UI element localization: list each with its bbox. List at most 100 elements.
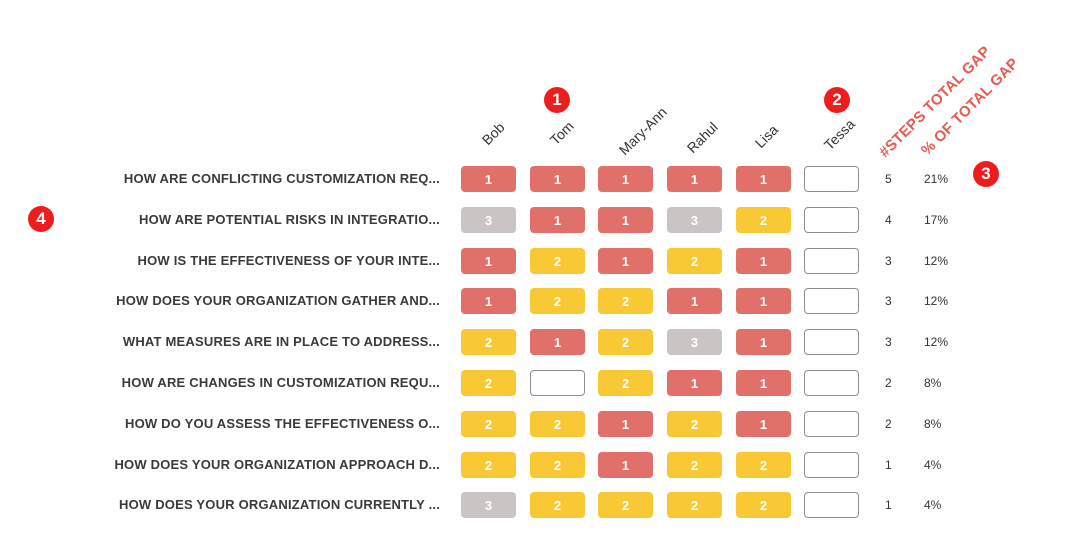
- rating-cell-tom[interactable]: 1: [530, 329, 585, 355]
- rating-cell-bob[interactable]: 2: [461, 452, 516, 478]
- question-label[interactable]: HOW DOES YOUR ORGANIZATION APPROACH D...: [114, 457, 440, 472]
- steps-total-gap-value: 3: [885, 335, 892, 349]
- rating-cell-mary-ann[interactable]: 2: [598, 288, 653, 314]
- percent-total-gap-value: 17%: [924, 213, 949, 227]
- rating-cell-lisa[interactable]: 1: [736, 248, 791, 274]
- column-header-bob: Bob: [478, 119, 508, 148]
- question-label[interactable]: HOW DOES YOUR ORGANIZATION CURRENTLY ...: [119, 497, 440, 512]
- steps-total-gap-value: 4: [885, 213, 892, 227]
- rating-cell-bob[interactable]: 2: [461, 329, 516, 355]
- rating-cell-bob[interactable]: 1: [461, 288, 516, 314]
- table-row[interactable]: HOW ARE POTENTIAL RISKS IN INTEGRATIO...…: [0, 207, 1076, 233]
- table-row[interactable]: HOW DOES YOUR ORGANIZATION GATHER AND...…: [0, 288, 1076, 314]
- rating-cell-rahul[interactable]: 1: [667, 166, 722, 192]
- percent-total-gap-value: 21%: [924, 172, 949, 186]
- rating-cell-tessa[interactable]: [804, 370, 859, 396]
- marker-2: 2: [824, 87, 850, 113]
- steps-total-gap-value: 2: [885, 376, 892, 390]
- rating-cell-rahul[interactable]: 2: [667, 492, 722, 518]
- rating-cell-mary-ann[interactable]: 1: [598, 207, 653, 233]
- rating-cell-bob[interactable]: 3: [461, 207, 516, 233]
- rating-cell-mary-ann[interactable]: 2: [598, 329, 653, 355]
- steps-total-gap-value: 2: [885, 417, 892, 431]
- rating-cell-lisa[interactable]: 1: [736, 288, 791, 314]
- rating-cell-rahul[interactable]: 2: [667, 411, 722, 437]
- rating-cell-lisa[interactable]: 1: [736, 329, 791, 355]
- rating-cell-lisa[interactable]: 1: [736, 370, 791, 396]
- percent-total-gap-value: 4%: [924, 458, 942, 472]
- rating-cell-bob[interactable]: 3: [461, 492, 516, 518]
- rating-cell-tessa[interactable]: [804, 452, 859, 478]
- rating-cell-tessa[interactable]: [804, 329, 859, 355]
- rating-cell-tessa[interactable]: [804, 248, 859, 274]
- marker-4: 4: [28, 206, 54, 232]
- rating-cell-tom[interactable]: 1: [530, 207, 585, 233]
- percent-total-gap-value: 8%: [924, 417, 942, 431]
- column-header-rahul: Rahul: [683, 118, 721, 156]
- question-label[interactable]: WHAT MEASURES ARE IN PLACE TO ADDRESS...: [122, 334, 440, 349]
- steps-total-gap-value: 3: [885, 254, 892, 268]
- percent-total-gap-value: 8%: [924, 376, 942, 390]
- rating-cell-bob[interactable]: 1: [461, 248, 516, 274]
- rating-cell-mary-ann[interactable]: 1: [598, 166, 653, 192]
- rating-cell-tom[interactable]: 2: [530, 248, 585, 274]
- rating-cell-tom[interactable]: 1: [530, 166, 585, 192]
- steps-total-gap-value: 5: [885, 172, 892, 186]
- rating-cell-mary-ann[interactable]: 2: [598, 492, 653, 518]
- question-label[interactable]: HOW IS THE EFFECTIVENESS OF YOUR INTE...: [137, 253, 440, 268]
- rating-cell-lisa[interactable]: 1: [736, 166, 791, 192]
- rating-cell-bob[interactable]: 1: [461, 166, 516, 192]
- rating-cell-bob[interactable]: 2: [461, 370, 516, 396]
- rating-cell-tessa[interactable]: [804, 492, 859, 518]
- table-row[interactable]: HOW DO YOU ASSESS THE EFFECTIVENESS O...…: [0, 411, 1076, 437]
- table-row[interactable]: HOW DOES YOUR ORGANIZATION APPROACH D...…: [0, 452, 1076, 478]
- rating-cell-rahul[interactable]: 1: [667, 370, 722, 396]
- table-row[interactable]: WHAT MEASURES ARE IN PLACE TO ADDRESS...…: [0, 329, 1076, 355]
- rating-cell-tom[interactable]: 2: [530, 452, 585, 478]
- rating-cell-tessa[interactable]: [804, 166, 859, 192]
- steps-total-gap-value: 1: [885, 498, 892, 512]
- rating-cell-lisa[interactable]: 2: [736, 207, 791, 233]
- rating-cell-tom[interactable]: 2: [530, 288, 585, 314]
- column-header-tessa: Tessa: [820, 115, 858, 153]
- rating-cell-lisa[interactable]: 2: [736, 492, 791, 518]
- marker-1: 1: [544, 87, 570, 113]
- table-row[interactable]: HOW ARE CONFLICTING CUSTOMIZATION REQ...…: [0, 166, 1076, 192]
- column-header-lisa: Lisa: [751, 121, 782, 151]
- question-label[interactable]: HOW ARE POTENTIAL RISKS IN INTEGRATIO...: [139, 212, 440, 227]
- table-row[interactable]: HOW DOES YOUR ORGANIZATION CURRENTLY ...…: [0, 492, 1076, 518]
- rating-cell-rahul[interactable]: 3: [667, 329, 722, 355]
- column-header-mary-ann: Mary-Ann: [615, 103, 670, 158]
- rating-cell-mary-ann[interactable]: 1: [598, 452, 653, 478]
- rating-cell-tom[interactable]: [530, 370, 585, 396]
- steps-total-gap-value: 1: [885, 458, 892, 472]
- rating-cell-rahul[interactable]: 2: [667, 248, 722, 274]
- rating-cell-lisa[interactable]: 1: [736, 411, 791, 437]
- table-row[interactable]: HOW ARE CHANGES IN CUSTOMIZATION REQU...…: [0, 370, 1076, 396]
- percent-total-gap-value: 4%: [924, 498, 942, 512]
- rating-cell-tom[interactable]: 2: [530, 411, 585, 437]
- percent-total-gap-value: 12%: [924, 335, 949, 349]
- rating-cell-tessa[interactable]: [804, 411, 859, 437]
- column-header-tom: Tom: [546, 117, 577, 148]
- rating-cell-mary-ann[interactable]: 1: [598, 248, 653, 274]
- rating-cell-tessa[interactable]: [804, 288, 859, 314]
- steps-total-gap-value: 3: [885, 294, 892, 308]
- marker-3: 3: [973, 161, 999, 187]
- rating-cell-mary-ann[interactable]: 2: [598, 370, 653, 396]
- question-label[interactable]: HOW DOES YOUR ORGANIZATION GATHER AND...: [116, 293, 440, 308]
- rating-cell-rahul[interactable]: 3: [667, 207, 722, 233]
- question-label[interactable]: HOW ARE CONFLICTING CUSTOMIZATION REQ...: [123, 171, 440, 186]
- rating-cell-tessa[interactable]: [804, 207, 859, 233]
- question-label[interactable]: HOW ARE CHANGES IN CUSTOMIZATION REQU...: [121, 375, 440, 390]
- rating-cell-rahul[interactable]: 2: [667, 452, 722, 478]
- rating-cell-bob[interactable]: 2: [461, 411, 516, 437]
- table-row[interactable]: HOW IS THE EFFECTIVENESS OF YOUR INTE...…: [0, 248, 1076, 274]
- question-label[interactable]: HOW DO YOU ASSESS THE EFFECTIVENESS O...: [125, 416, 440, 431]
- rating-cell-tom[interactable]: 2: [530, 492, 585, 518]
- rating-cell-rahul[interactable]: 1: [667, 288, 722, 314]
- percent-total-gap-value: 12%: [924, 294, 949, 308]
- rating-cell-mary-ann[interactable]: 1: [598, 411, 653, 437]
- rating-cell-lisa[interactable]: 2: [736, 452, 791, 478]
- percent-total-gap-value: 12%: [924, 254, 949, 268]
